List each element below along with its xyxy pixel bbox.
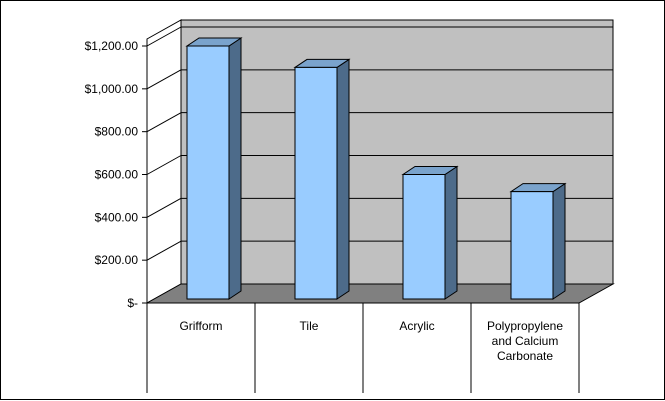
category-label-line: Polypropylene bbox=[487, 319, 563, 333]
gridline-side bbox=[146, 197, 182, 218]
bar bbox=[293, 58, 351, 300]
y-tick-label: $1,200.00 bbox=[85, 39, 139, 53]
chart-floor bbox=[145, 283, 615, 304]
gridline-side bbox=[146, 26, 182, 47]
y-tick-label: $- bbox=[127, 296, 138, 310]
floor bbox=[145, 283, 615, 304]
y-tick-label: $600.00 bbox=[95, 168, 139, 182]
bar-side bbox=[228, 37, 242, 300]
category-label-line: and Calcium bbox=[492, 334, 559, 348]
gridline-side bbox=[146, 240, 182, 261]
category-label-line: Acrylic bbox=[399, 319, 434, 333]
bar-front bbox=[294, 66, 338, 300]
gridline-side bbox=[146, 112, 182, 133]
y-tick-label: $400.00 bbox=[95, 210, 139, 224]
bar-side bbox=[444, 165, 458, 300]
y-tick-label: $200.00 bbox=[95, 253, 139, 267]
bar-front bbox=[186, 45, 230, 300]
category-label-line: Carbonate bbox=[497, 349, 553, 363]
bar bbox=[185, 37, 243, 300]
axes bbox=[142, 39, 580, 393]
y-tick-label: $1,000.00 bbox=[85, 82, 139, 96]
gridline-side bbox=[146, 69, 182, 90]
category-label: Acrylic bbox=[399, 319, 434, 333]
category-label: Grifform bbox=[179, 319, 222, 333]
category-label: Tile bbox=[300, 319, 319, 333]
y-tick-label: $800.00 bbox=[95, 125, 139, 139]
category-label: Polypropylene and Calcium Carbonate bbox=[487, 319, 563, 363]
bar-front bbox=[510, 191, 554, 300]
category-labels: Grifform Tile Acrylic Polypropylene and Calc… bbox=[179, 319, 563, 363]
bar bbox=[401, 165, 459, 300]
category-label-line: Tile bbox=[300, 319, 319, 333]
gridlines bbox=[146, 26, 613, 261]
bars bbox=[185, 37, 567, 300]
bar-side bbox=[336, 58, 350, 300]
category-label-line: Grifform bbox=[179, 319, 222, 333]
bar-front bbox=[402, 174, 446, 300]
side-wall bbox=[146, 19, 182, 304]
gridline-side bbox=[146, 155, 182, 175]
y-tick-labels: $- $200.00 $400.00 $600.00 $800.00 $1,000.00 $… bbox=[85, 39, 139, 310]
bar bbox=[509, 182, 567, 300]
bar-side bbox=[552, 182, 566, 300]
